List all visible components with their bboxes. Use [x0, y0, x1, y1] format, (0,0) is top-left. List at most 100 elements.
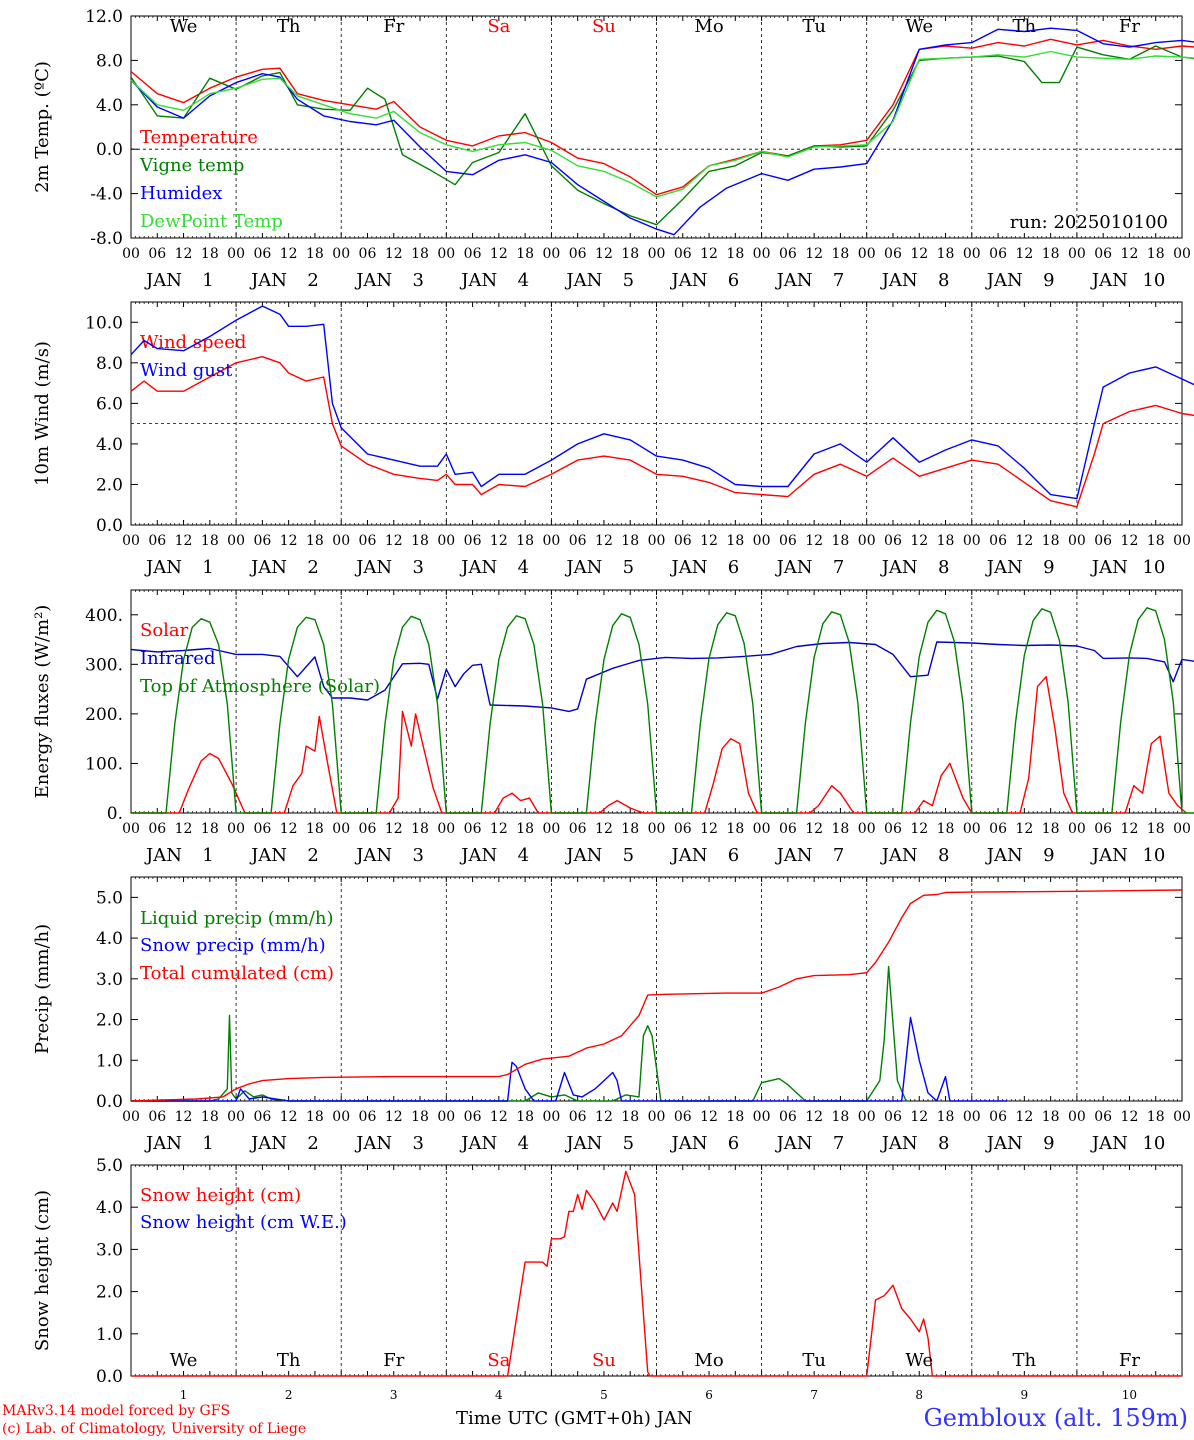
- bottom-day-number: 4: [495, 1388, 503, 1402]
- panel-1-month-label: JAN: [1090, 270, 1128, 291]
- panel-2-month-label: JAN: [354, 557, 392, 578]
- panel-2-day-label: 1: [202, 557, 213, 578]
- panel-3-hour-tick-label: 06: [148, 821, 166, 837]
- weekday-label-bottom: Th: [277, 1350, 301, 1371]
- panel-3-hour-tick-label: 06: [464, 821, 482, 837]
- panel-3-hour-tick-label: 12: [385, 821, 403, 837]
- panel-4-hour-tick-label: 12: [280, 1109, 298, 1125]
- panel-2-hour-tick-label: 06: [148, 533, 166, 549]
- panel-4-day-label: 10: [1142, 1133, 1165, 1154]
- panel-1-day-label: 9: [1043, 270, 1054, 291]
- panel-3-day-label: 4: [518, 845, 529, 866]
- panel-3-hour-tick-label: 06: [989, 821, 1007, 837]
- panel-2-series-wind-speed: [130, 356, 1194, 508]
- credit-lab: (c) Lab. of Climatology, University of L…: [2, 1421, 307, 1437]
- panel-3-day-label: 1: [202, 845, 213, 866]
- panel-1-hour-tick-label: 12: [1015, 246, 1033, 262]
- panel-3-day-label: 2: [307, 845, 318, 866]
- panel-1-hour-tick-label: 00: [437, 246, 455, 262]
- panel-3-y-tick-label: 300.: [85, 655, 123, 675]
- bottom-day-number: 2: [285, 1388, 293, 1402]
- weekday-label-top: Th: [1013, 16, 1037, 37]
- station-label: Gembloux (alt. 159m): [923, 1404, 1188, 1432]
- panel-2-day-label: 7: [833, 557, 844, 578]
- panel-1-hour-tick-label: 12: [805, 246, 823, 262]
- panel-3-hour-tick-label: 18: [726, 821, 744, 837]
- panel-1-series-dewpoint-temp: [130, 50, 1194, 198]
- panel-1-hour-tick-label: 18: [937, 246, 955, 262]
- panel-4-hour-tick-label: 18: [1147, 1109, 1165, 1125]
- panel-2-day-label: 9: [1043, 557, 1054, 578]
- panel-3-month-label: JAN: [459, 845, 497, 866]
- panel-3-hour-tick-label: 00: [437, 821, 455, 837]
- panel-1-day-label: 7: [833, 270, 844, 291]
- panel-1-hour-tick-label: 18: [411, 246, 429, 262]
- panel-4-hour-tick-label: 06: [148, 1109, 166, 1125]
- panel-1-hour-tick-label: 00: [753, 246, 771, 262]
- panel-3-hour-tick-label: 00: [1173, 821, 1191, 837]
- panel-2-legend-wind-gust: Wind gust: [140, 360, 233, 381]
- panel-1-hour-tick-label: 18: [516, 246, 534, 262]
- panel-5-y-tick-label: 3.0: [96, 1240, 123, 1260]
- panel-4-hour-tick-label: 12: [1121, 1109, 1139, 1125]
- panel-2-month-label: JAN: [880, 557, 918, 578]
- panel-3-hour-tick-label: 12: [280, 821, 298, 837]
- panel-3-month-label: JAN: [144, 845, 182, 866]
- panel-4-y-tick-label: 3.0: [96, 970, 123, 990]
- panel-4-series-total-cumulated-cm-: [130, 889, 1183, 1102]
- panel-2-hour-tick-label: 00: [437, 533, 455, 549]
- panel-3-month-label: JAN: [775, 845, 813, 866]
- panel-3-y-axis-label: Energy fluxes (W/m²): [32, 605, 53, 799]
- panel-3-hour-tick-label: 18: [306, 821, 324, 837]
- panel-2-hour-tick-label: 00: [963, 533, 981, 549]
- panel-3-hour-tick-label: 06: [674, 821, 692, 837]
- panel-1-hour-tick-label: 00: [963, 246, 981, 262]
- panel-4-hour-tick-label: 00: [1068, 1109, 1086, 1125]
- panel-4-hour-tick-label: 18: [306, 1109, 324, 1125]
- panel-3-frame: [130, 589, 1183, 814]
- panel-2-month-label: JAN: [249, 557, 287, 578]
- panel-3-series-solar: [131, 676, 1187, 814]
- panel-2-y-tick-label: 0.0: [96, 516, 123, 536]
- panel-1-hour-tick-label: 00: [122, 246, 140, 262]
- panel-5-y-tick-label: 0.0: [96, 1367, 123, 1387]
- panel-1-day-label: 2: [307, 270, 318, 291]
- panel-2-hour-tick-label: 06: [884, 533, 902, 549]
- panel-4-hour-tick-label: 00: [542, 1109, 560, 1125]
- weekday-label-top: Th: [277, 16, 301, 37]
- panel-3-y-tick-label: 100.: [85, 754, 123, 774]
- panel-5-y-tick-label: 2.0: [96, 1283, 123, 1303]
- panel-1-day-label: 8: [938, 270, 949, 291]
- panel-4-hour-tick-label: 18: [1042, 1109, 1060, 1125]
- panel-2-hour-tick-label: 00: [122, 533, 140, 549]
- panel-3-hour-tick-label: 00: [753, 821, 771, 837]
- panel-3-y-tick-label: 200.: [85, 705, 123, 725]
- panel-1-hour-tick-label: 12: [700, 246, 718, 262]
- panel-1-month-label: JAN: [775, 270, 813, 291]
- panel-1-day-label: 5: [623, 270, 634, 291]
- panel-4-hour-tick-label: 12: [700, 1109, 718, 1125]
- panel-1-hour-tick-label: 18: [1147, 246, 1165, 262]
- panel-3-hour-tick-label: 06: [569, 821, 587, 837]
- panel-2-month-label: JAN: [144, 557, 182, 578]
- panel-3-hour-tick-label: 12: [805, 821, 823, 837]
- panel-4-hour-tick-label: 00: [648, 1109, 666, 1125]
- panel-1-month-label: JAN: [985, 270, 1023, 291]
- weekday-label-bottom: Fr: [383, 1350, 404, 1371]
- panel-1-hour-tick-label: 12: [175, 246, 193, 262]
- panel-1-day-label: 10: [1142, 270, 1165, 291]
- panel-4-legend-liquid-precip-mm-h-: Liquid precip (mm/h): [140, 908, 334, 929]
- panel-3-hour-tick-label: 00: [963, 821, 981, 837]
- panel-2-month-label: JAN: [459, 557, 497, 578]
- panel-4-hour-tick-label: 00: [332, 1109, 350, 1125]
- panel-3-hour-tick-label: 00: [648, 821, 666, 837]
- panel-4-month-label: JAN: [354, 1133, 392, 1154]
- panel-4-hour-tick-label: 06: [569, 1109, 587, 1125]
- panel-2-hour-tick-label: 06: [1094, 533, 1112, 549]
- panel-4-day-label: 6: [728, 1133, 739, 1154]
- panel-3-y-tick-label: 0.: [107, 804, 123, 824]
- panel-3-hour-tick-label: 12: [175, 821, 193, 837]
- panel-4-y-tick-label: 2.0: [96, 1011, 123, 1031]
- panel-2-y-tick-label: 10.0: [85, 313, 123, 333]
- panel-3-hour-tick-label: 00: [122, 821, 140, 837]
